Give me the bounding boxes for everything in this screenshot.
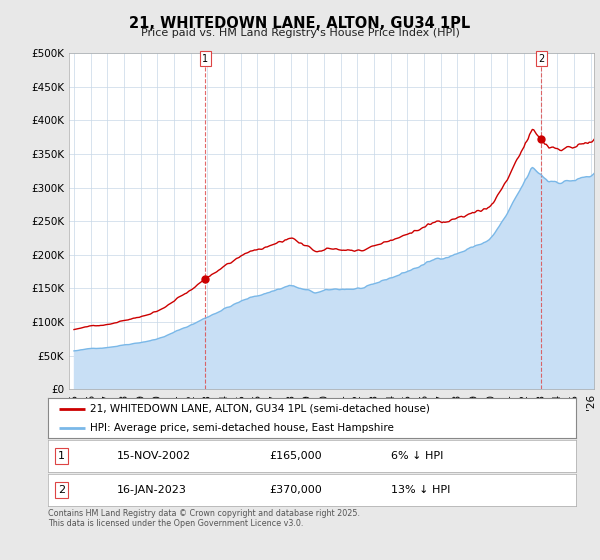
Text: 2: 2 <box>538 54 544 64</box>
Text: 16-JAN-2023: 16-JAN-2023 <box>116 485 187 495</box>
Text: 1: 1 <box>202 54 208 64</box>
Text: Contains HM Land Registry data © Crown copyright and database right 2025.
This d: Contains HM Land Registry data © Crown c… <box>48 509 360 529</box>
Text: 13% ↓ HPI: 13% ↓ HPI <box>391 485 451 495</box>
Text: £165,000: £165,000 <box>270 451 322 461</box>
Text: 1: 1 <box>58 451 65 461</box>
Text: 15-NOV-2002: 15-NOV-2002 <box>116 451 191 461</box>
Text: 6% ↓ HPI: 6% ↓ HPI <box>391 451 443 461</box>
Text: HPI: Average price, semi-detached house, East Hampshire: HPI: Average price, semi-detached house,… <box>90 423 394 433</box>
Text: 2: 2 <box>58 485 65 495</box>
Text: 21, WHITEDOWN LANE, ALTON, GU34 1PL: 21, WHITEDOWN LANE, ALTON, GU34 1PL <box>130 16 470 31</box>
Text: Price paid vs. HM Land Registry's House Price Index (HPI): Price paid vs. HM Land Registry's House … <box>140 28 460 38</box>
Text: 21, WHITEDOWN LANE, ALTON, GU34 1PL (semi-detached house): 21, WHITEDOWN LANE, ALTON, GU34 1PL (sem… <box>90 404 430 414</box>
Text: £370,000: £370,000 <box>270 485 323 495</box>
